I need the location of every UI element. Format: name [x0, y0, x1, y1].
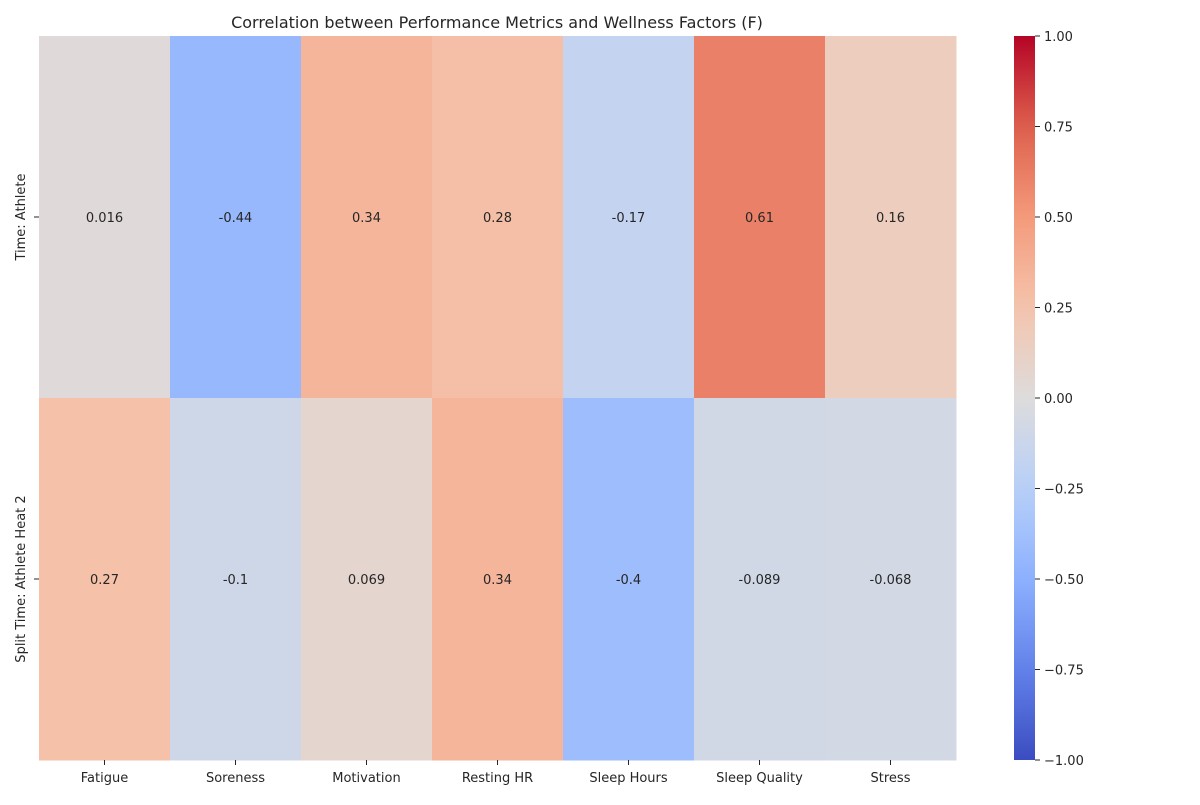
colorbar-tick-label: 0.25 — [1044, 302, 1073, 317]
cell-value-label: 0.016 — [86, 211, 123, 226]
x-tick-label: Fatigue — [81, 771, 128, 786]
heatmap-cell — [39, 398, 171, 761]
heatmap-cell — [301, 398, 433, 761]
heatmap-cell — [432, 36, 564, 399]
x-axis-ticks: Fatigue Soreness Motivation Resting HR Sleep… — [81, 760, 911, 786]
heatmap-cell — [39, 36, 171, 399]
y-tick-label: Time: Athlete — [14, 173, 29, 261]
cell-value-label: -0.1 — [223, 573, 248, 588]
colorbar-tick-label: 0.75 — [1044, 121, 1073, 136]
heatmap-cells: 0.016 -0.44 0.34 0.28 -0.17 0.61 0.16 0.27 -0.1 0… — [39, 36, 957, 761]
colorbar-tick-label: 0.50 — [1044, 211, 1073, 226]
y-axis-ticks: Time: Athlete Split Time: Athlete Heat 2 — [14, 173, 39, 663]
x-tick-label: Resting HR — [462, 771, 533, 786]
cell-value-label: 0.34 — [483, 573, 512, 588]
x-tick-label: Sleep Hours — [589, 771, 668, 786]
heatmap-cell — [301, 36, 433, 399]
heatmap-cell — [694, 398, 826, 761]
cell-value-label: -0.4 — [616, 573, 641, 588]
cell-value-label: 0.28 — [483, 211, 512, 226]
cell-value-label: -0.089 — [739, 573, 781, 588]
colorbar-tick-label: 0.00 — [1044, 392, 1073, 407]
cell-value-label: 0.34 — [352, 211, 381, 226]
cell-value-label: 0.069 — [348, 573, 385, 588]
x-tick-label: Soreness — [206, 771, 265, 786]
colorbar-tick-label: −1.00 — [1044, 754, 1084, 769]
cell-value-label: -0.068 — [870, 573, 912, 588]
heatmap-cell — [170, 36, 302, 399]
chart-title: Correlation between Performance Metrics … — [231, 13, 763, 32]
cell-value-label: 0.61 — [745, 211, 774, 226]
colorbar: 1.00 0.75 0.50 0.25 0.00 −0.25 −0.50 −0.75 −1.00 — [1014, 30, 1084, 769]
heatmap-cell — [563, 398, 695, 761]
cell-value-label: 0.16 — [876, 211, 905, 226]
colorbar-tick-label: −0.75 — [1044, 664, 1084, 679]
x-tick-label: Sleep Quality — [716, 771, 803, 786]
colorbar-tick-label: 1.00 — [1044, 30, 1073, 45]
x-tick-label: Motivation — [332, 771, 400, 786]
heatmap-cell — [432, 398, 564, 761]
x-tick-label: Stress — [871, 771, 911, 786]
cell-value-label: 0.27 — [90, 573, 119, 588]
colorbar-tick-label: −0.25 — [1044, 483, 1084, 498]
cell-value-label: -0.17 — [612, 211, 646, 226]
colorbar-gradient — [1014, 36, 1035, 760]
y-tick-label: Split Time: Athlete Heat 2 — [14, 495, 29, 662]
heatmap-cell — [694, 36, 826, 399]
colorbar-tick-label: −0.50 — [1044, 573, 1084, 588]
heatmap-cell — [825, 36, 957, 399]
heatmap-cell — [825, 398, 957, 761]
cell-value-label: -0.44 — [219, 211, 253, 226]
heatmap-cell — [563, 36, 695, 399]
heatmap-cell — [170, 398, 302, 761]
